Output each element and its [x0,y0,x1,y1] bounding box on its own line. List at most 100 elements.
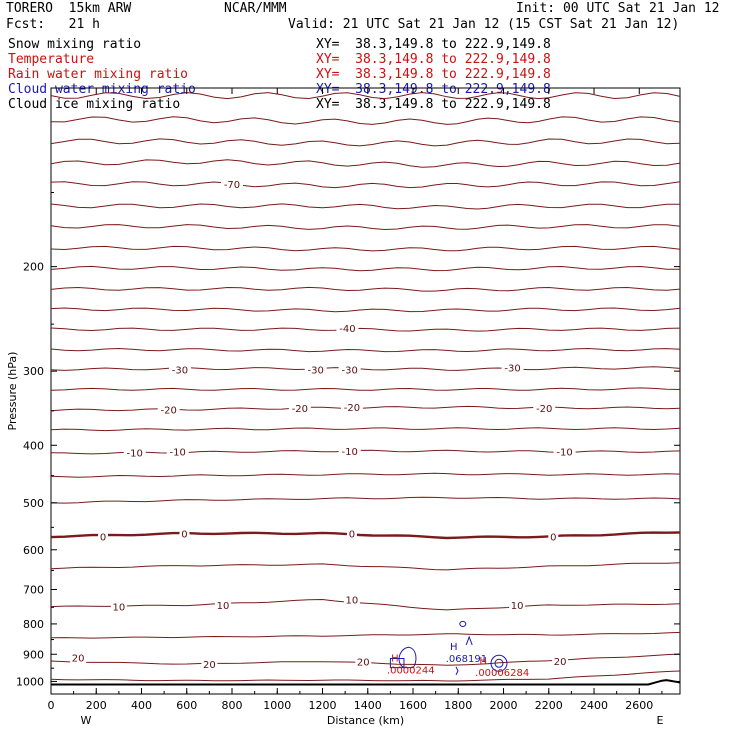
temperature-contour-line [50,496,681,504]
y-tick-label: 800 [23,618,44,631]
temperature-contour-label: 10 [511,601,524,612]
x-tick-label: 1200 [309,699,337,712]
contour-label-bg [336,322,359,335]
contour-label-bg [110,600,127,613]
extremum-mark: H [391,654,399,665]
contour-label-bg [288,401,311,414]
cloud-water-contour [398,646,417,669]
temperature-contour-label: -10 [341,447,357,458]
y-tick-label: 200 [23,261,44,274]
x-tick-label: 1600 [399,699,427,712]
field-snow-name: Snow mixing ratio [8,37,142,52]
contour-label-bg [355,655,372,668]
temperature-contour-line [50,472,681,478]
temperature-contour-line [50,631,681,639]
temperature-contour-label: 0 [100,533,106,544]
temperature-contour-label: -70 [224,180,240,191]
cloud-water-contour [389,658,405,669]
temperature-contour-line [50,286,681,292]
header-model: TORERO 15km ARW [6,1,132,16]
cloud-water-contour [465,635,473,646]
plot-frame [50,87,681,695]
field-temperature-name: Temperature [8,52,95,67]
x-tick-label: 400 [131,699,152,712]
extremum-value: .00006284 [475,668,529,679]
cloud-water-contour [490,654,508,672]
contour-label-bg [214,599,231,612]
temperature-contour-label: 0 [181,529,187,540]
y-tick-label: 300 [23,365,44,378]
x-tick-label: 800 [222,699,243,712]
y-axis-label: Pressure (hPa) [6,352,19,431]
temperature-contour-label: -10 [556,448,572,459]
temperature-contour-label: 20 [554,657,567,668]
temperature-contour-line [50,92,681,100]
field-snow-xy: XY= 38.3,149.8 to 222.9,149.8 [316,37,551,52]
extremum-value: .0000244 [387,666,435,677]
contour-label-bg [533,401,556,414]
contour-label-bg [168,363,191,376]
x-tick-label: 600 [176,699,197,712]
field-cloudwater-name: Cloud water mixing ratio [8,82,196,97]
contour-label-bg [552,654,569,667]
temperature-contour-line [50,405,681,412]
contour-label-bg [157,403,180,416]
contour-label-bg [338,445,361,458]
temperature-contour-line [50,138,681,147]
temperature-contour-line [50,366,681,371]
y-tick-label: 500 [23,497,44,510]
temperature-contour-label: -30 [504,364,520,375]
field-rain-xy: XY= 38.3,149.8 to 222.9,149.8 [316,67,551,82]
temperature-contour-label: -10 [170,448,186,459]
temperature-contour-line [50,427,681,432]
temperature-contour-label: -30 [172,365,188,376]
y-tick-label: 700 [23,584,44,597]
temperature-contour-line [50,347,681,353]
temperature-contour-label: 0 [349,529,355,540]
temperature-contour-label: 20 [357,657,370,668]
contour-label-bg [179,527,190,540]
temperature-contour-label: 0 [550,533,556,544]
y-tick-label: 600 [23,544,44,557]
cloud-water-contour [459,620,467,627]
cloud-water-contour [494,658,504,668]
temperature-contour-label: -10 [127,448,143,459]
x-tick-label: 2200 [535,699,563,712]
temperature-contour-label: -30 [308,365,324,376]
temperature-contour-label: -40 [339,324,355,335]
temperature-contour-label: -20 [160,405,176,416]
x-end-label-left: W [81,714,92,727]
temperature-contour-label: 10 [346,595,359,606]
x-axis-label: Distance (km) [327,714,404,727]
temperature-contour-label: 10 [113,602,126,613]
temperature-contour-line [50,159,681,168]
temperature-contour-line [50,598,681,611]
temperature-contour-line [50,224,681,231]
temperature-contour-line [50,245,681,252]
y-tick-label: 1000 [16,675,44,688]
cloud-water-contour [455,666,459,676]
contour-label-bg [501,361,524,374]
temperature-contour-line [50,562,681,571]
field-cloudice-name: Cloud ice mixing ratio [8,97,181,112]
temperature-contour-line [50,116,681,125]
x-tick-label: 1800 [444,699,472,712]
extremum-mark: H [450,642,458,653]
contour-label-bg [338,363,361,376]
y-tick-label: 400 [23,439,44,452]
x-tick-label: 1400 [354,699,382,712]
contour-label-bg [123,446,146,459]
temperature-contour-line [50,653,681,666]
x-tick-label: 1000 [263,699,291,712]
contour-label-bg [343,593,360,606]
contour-label-bg [221,177,244,190]
temperature-contour-line [50,327,681,332]
terrain-line [51,679,681,686]
contour-label-bg [553,445,576,458]
contour-label-bg [304,363,327,376]
x-tick-label: 2400 [580,699,608,712]
contour-label-bg [340,401,363,414]
header-init: Init: 00 UTC Sat 21 Jan 12 [516,1,720,16]
contour-label-bg [70,651,87,664]
